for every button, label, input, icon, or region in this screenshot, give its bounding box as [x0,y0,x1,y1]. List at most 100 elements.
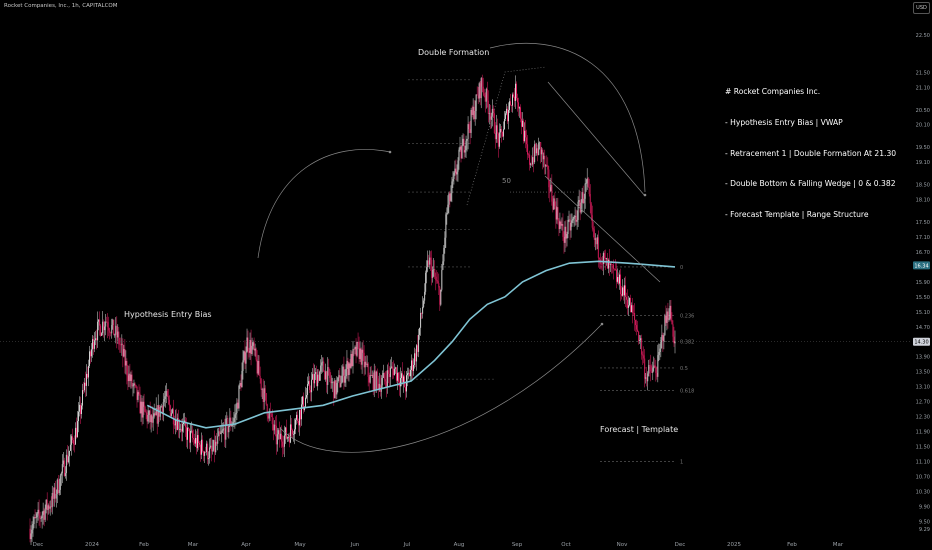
currency-badge[interactable]: USD [913,2,930,14]
candle-body [34,517,36,519]
candle-body [165,391,167,397]
double-formation-label: Double Formation [418,48,490,57]
candle-body [223,428,225,430]
candle-body [452,178,454,182]
candle-body [219,431,221,434]
candle-body [192,430,193,438]
y-tick-label: 13.10 [916,385,930,391]
candle-body [371,375,373,376]
candle-body [74,427,76,445]
candle-body [200,444,202,455]
candle-body [58,489,60,493]
candle-body [611,264,613,266]
candle-body [541,149,543,155]
candle-body [328,367,330,370]
forecast-arc [279,323,603,453]
candle-body [591,215,593,228]
last-price-tag: 14.30 [914,340,928,346]
candle-body [330,378,332,384]
note-line: - Hypothesis Entry Bias | VWAP [725,118,843,128]
candle-body [660,340,662,349]
candle-body [92,339,94,350]
candle-body [175,419,177,430]
candle-body [516,83,517,99]
candle-body [101,333,103,336]
candle-body [607,260,609,269]
candle-body [644,358,646,379]
x-tick-label: Jun [350,542,360,548]
candle-body [640,338,642,341]
candle-body [605,258,607,259]
candle-body [237,402,239,409]
candle-body [252,342,254,346]
candle-body [540,142,542,155]
candle-body [75,427,77,438]
candle-body [61,464,63,474]
candle-body [446,212,448,215]
candle-body [119,344,121,345]
candle-body [352,349,354,367]
candle-body [532,157,534,165]
candle-body [275,425,277,445]
y-tick-label: 15.10 [916,310,930,316]
candle-body [72,440,74,445]
candle-body [653,365,655,369]
candle-body [666,311,668,323]
candle-body [270,413,272,414]
candle-body [518,102,519,109]
candle-body [146,412,148,422]
candle-body [67,456,69,463]
y-tick-label: 17.50 [916,220,930,226]
candle-body [272,423,274,431]
candle-body [213,440,215,451]
candle-body [655,367,657,373]
fib-label: 0.236 [680,314,694,320]
candle-body [69,444,71,451]
candle-body [596,237,598,245]
candle-body [669,305,671,319]
candle-body [559,221,561,230]
candle-body [580,202,582,213]
candle-body [623,287,624,296]
note-line: # Rocket Companies Inc. [725,87,821,97]
candle-body [276,434,278,445]
candle-body [184,420,186,428]
candle-body [358,342,360,359]
candle-body [564,226,566,243]
candle-body [488,112,490,114]
candle-body [216,441,218,444]
candle-body [53,487,55,499]
candle-body [585,183,587,184]
candle-body [141,401,143,418]
candle-body [190,430,191,443]
y-tick-label: 21.50 [916,70,930,76]
y-tick-label: 19.10 [916,160,930,166]
candle-body [671,320,673,325]
candle-body [394,367,396,369]
candle-body [287,437,289,438]
candle-body [117,331,119,338]
candle-body [664,315,666,336]
candle-body [341,375,343,384]
candle-body [188,427,189,429]
candle-body [326,371,328,385]
candle-body [483,93,485,96]
candle-body [78,411,79,422]
candle-body [113,319,115,336]
candle-body [512,94,513,106]
candle-body [71,436,73,441]
candle-body [109,330,111,333]
candle-body [576,219,578,222]
x-tick-label: Mar [833,542,844,548]
candle-body [128,373,130,382]
candle-body [415,353,417,362]
candle-body [50,506,52,508]
candle-body [281,441,283,447]
candle-body [525,130,527,138]
chart-title: Rocket Companies, Inc., 1h, CAPITALCOM [4,3,118,9]
candle-body [65,454,67,474]
candle-body [624,285,625,296]
candle-body [29,528,31,540]
candle-body [551,184,553,202]
